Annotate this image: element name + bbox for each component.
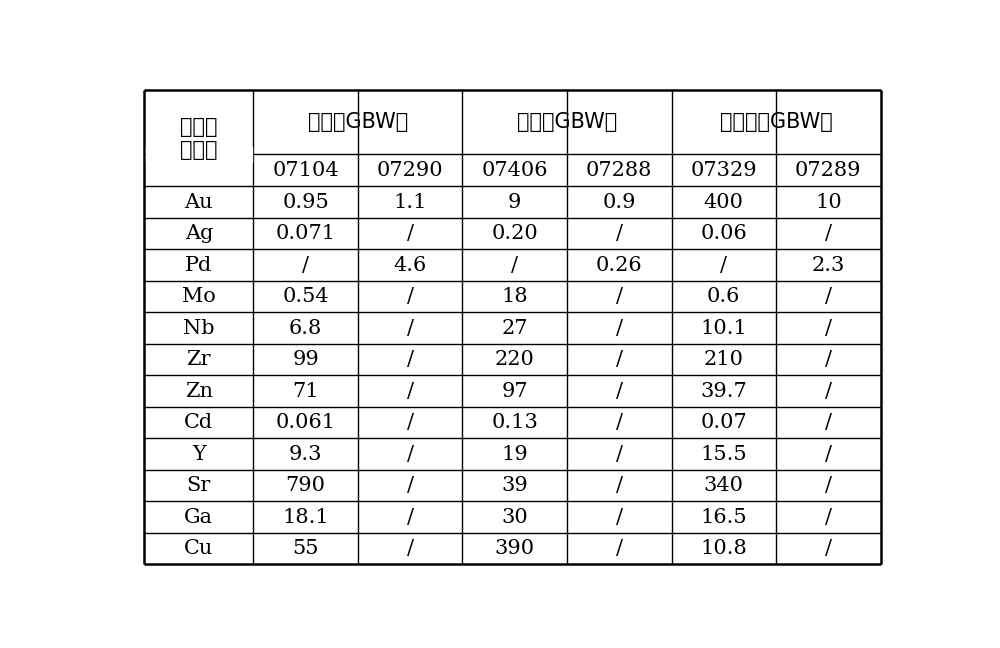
Text: 220: 220: [495, 350, 535, 369]
Text: 1.1: 1.1: [393, 192, 427, 212]
Text: 10.1: 10.1: [700, 319, 747, 338]
Text: /: /: [616, 445, 623, 463]
Text: 07288: 07288: [586, 161, 652, 180]
Text: /: /: [407, 287, 414, 306]
Text: /: /: [825, 319, 832, 338]
Text: /: /: [825, 507, 832, 527]
Text: 18.1: 18.1: [282, 507, 329, 527]
Text: /: /: [616, 350, 623, 369]
Text: /: /: [616, 287, 623, 306]
Text: Zn: Zn: [185, 382, 213, 400]
Text: 0.9: 0.9: [603, 192, 636, 212]
Text: 9: 9: [508, 192, 521, 212]
Text: /: /: [825, 350, 832, 369]
Text: 4.6: 4.6: [394, 256, 427, 275]
Text: 2.3: 2.3: [812, 256, 845, 275]
Text: Au: Au: [185, 192, 213, 212]
Text: 0.54: 0.54: [282, 287, 329, 306]
Text: 岩石（GBW）: 岩石（GBW）: [308, 112, 408, 132]
Text: 0.071: 0.071: [276, 224, 336, 243]
Text: /: /: [616, 507, 623, 527]
Text: 210: 210: [704, 350, 744, 369]
Text: 18: 18: [501, 287, 528, 306]
Text: Zr: Zr: [187, 350, 211, 369]
Text: 39.7: 39.7: [700, 382, 747, 400]
Text: Cd: Cd: [184, 413, 213, 432]
Text: 07290: 07290: [377, 161, 443, 180]
Text: /: /: [825, 287, 832, 306]
Text: Sr: Sr: [187, 476, 211, 495]
Text: 30: 30: [501, 507, 528, 527]
Text: /: /: [407, 507, 414, 527]
Text: 71: 71: [292, 382, 319, 400]
Text: 07329: 07329: [690, 161, 757, 180]
Text: 15.5: 15.5: [700, 445, 747, 463]
Text: 07289: 07289: [795, 161, 862, 180]
Text: 0.13: 0.13: [491, 413, 538, 432]
Text: 9.3: 9.3: [289, 445, 322, 463]
Text: Mo: Mo: [182, 287, 216, 306]
Text: /: /: [407, 476, 414, 495]
Text: 10.8: 10.8: [700, 539, 747, 558]
Text: /: /: [825, 445, 832, 463]
Text: 沉积物（GBW）: 沉积物（GBW）: [720, 112, 832, 132]
Text: /: /: [407, 413, 414, 432]
Text: /: /: [825, 224, 832, 243]
Text: 0.061: 0.061: [276, 413, 336, 432]
Text: /: /: [407, 224, 414, 243]
Text: 16.5: 16.5: [700, 507, 747, 527]
Text: /: /: [407, 319, 414, 338]
Text: 标准参
考物质: 标准参 考物质: [180, 117, 218, 160]
Text: 790: 790: [286, 476, 326, 495]
Text: /: /: [616, 539, 623, 558]
Text: Cu: Cu: [184, 539, 213, 558]
Text: /: /: [616, 224, 623, 243]
Text: 07104: 07104: [272, 161, 339, 180]
Text: 0.20: 0.20: [491, 224, 538, 243]
Text: /: /: [825, 413, 832, 432]
Text: /: /: [720, 256, 727, 275]
Text: Ag: Ag: [185, 224, 213, 243]
Text: /: /: [407, 382, 414, 400]
Text: 0.95: 0.95: [282, 192, 329, 212]
Text: Pd: Pd: [185, 256, 212, 275]
Text: 390: 390: [495, 539, 535, 558]
Text: /: /: [616, 319, 623, 338]
Text: 07406: 07406: [481, 161, 548, 180]
Text: 99: 99: [292, 350, 319, 369]
Text: 55: 55: [292, 539, 319, 558]
Text: 27: 27: [501, 319, 528, 338]
Text: /: /: [825, 539, 832, 558]
Text: Ga: Ga: [184, 507, 213, 527]
Text: /: /: [511, 256, 518, 275]
Text: Nb: Nb: [183, 319, 215, 338]
Text: 340: 340: [704, 476, 744, 495]
Text: 97: 97: [501, 382, 528, 400]
Text: /: /: [616, 476, 623, 495]
Text: /: /: [825, 382, 832, 400]
Text: 39: 39: [501, 476, 528, 495]
Text: 19: 19: [501, 445, 528, 463]
Text: /: /: [302, 256, 309, 275]
Text: 0.26: 0.26: [596, 256, 643, 275]
Text: 10: 10: [815, 192, 842, 212]
Text: 6.8: 6.8: [289, 319, 322, 338]
Text: 0.07: 0.07: [700, 413, 747, 432]
Text: /: /: [825, 476, 832, 495]
Text: /: /: [407, 539, 414, 558]
Text: 0.6: 0.6: [707, 287, 740, 306]
Text: /: /: [407, 350, 414, 369]
Text: 0.06: 0.06: [700, 224, 747, 243]
Text: Y: Y: [192, 445, 206, 463]
Text: /: /: [616, 413, 623, 432]
Text: 土壤（GBW）: 土壤（GBW）: [517, 112, 617, 132]
Text: 400: 400: [704, 192, 744, 212]
Text: /: /: [616, 382, 623, 400]
Text: /: /: [407, 445, 414, 463]
